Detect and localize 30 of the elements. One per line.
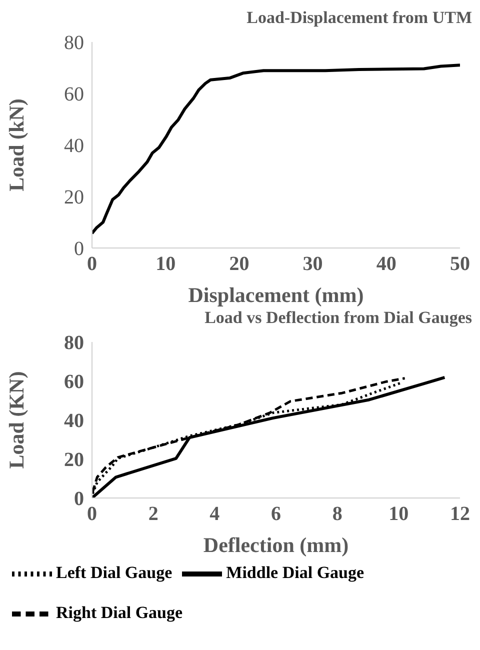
y-tick-label: 0 <box>74 238 84 260</box>
x-tick-label: 12 <box>450 503 470 526</box>
y-tick-label: 20 <box>64 186 84 209</box>
legend-label: Left Dial Gauge <box>56 562 172 582</box>
y-axis-title: Load (KN) <box>4 371 28 469</box>
x-tick-label: 30 <box>302 253 323 276</box>
y-axis-title: Load (kN) <box>4 98 28 192</box>
x-tick-label: 10 <box>388 503 409 526</box>
y-tick-label: 80 <box>64 32 84 54</box>
x-tick-label: 40 <box>376 253 396 276</box>
y-tick-label: 80 <box>64 332 84 354</box>
x-tick-label: 2 <box>148 503 158 526</box>
y-tick-label: 40 <box>64 135 84 158</box>
x-tick-label: 4 <box>210 503 220 526</box>
y-tick-label: 20 <box>64 449 84 472</box>
x-tick-label: 20 <box>229 253 250 276</box>
y-tick-label: 0 <box>74 488 84 510</box>
x-tick-label: 8 <box>332 503 342 526</box>
x-tick-label: 50 <box>450 253 470 276</box>
chart-title: Load vs Deflection from Dial Gauges <box>204 308 473 329</box>
x-axis-title: Deflection (mm) <box>203 533 349 557</box>
y-tick-label: 60 <box>64 371 84 394</box>
x-tick-label: 10 <box>156 253 176 276</box>
x-tick-label: 6 <box>271 503 281 526</box>
y-tick-label: 60 <box>64 84 84 106</box>
legend-label: Right Dial Gauge <box>56 602 183 622</box>
y-tick-label: 40 <box>64 410 84 432</box>
x-axis-title: Displacement (mm) <box>188 283 364 307</box>
legend-label: Middle Dial Gauge <box>226 562 364 582</box>
chart-title: Load-Displacement from UTM <box>246 8 473 29</box>
